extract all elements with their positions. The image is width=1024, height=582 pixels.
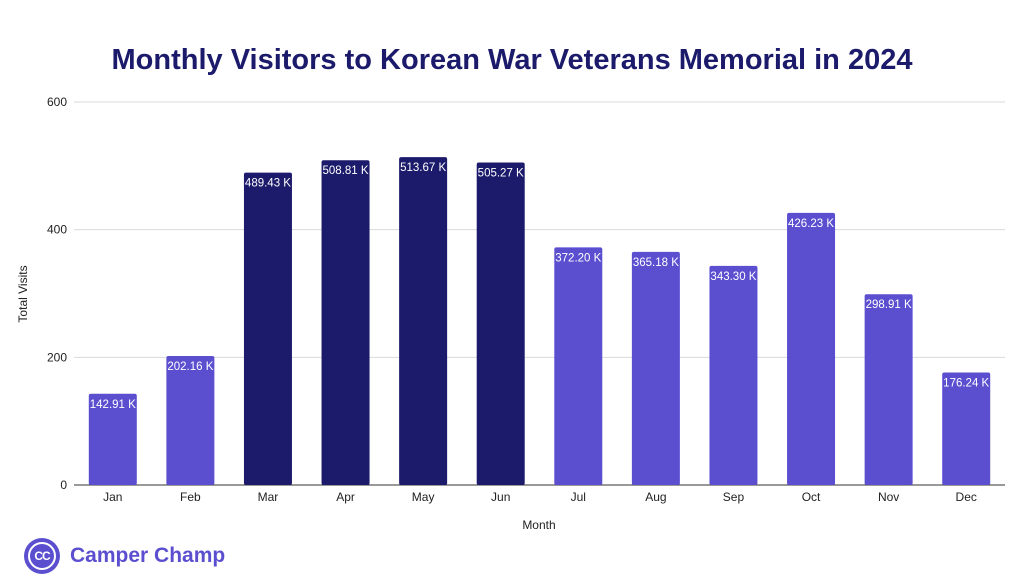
y-tick-label: 400 [47, 223, 67, 237]
bar-nov [864, 294, 913, 485]
data-labels: 142.91 K 202.16 K 489.43 K 508.81 K 513.67 K… [90, 162, 990, 411]
brand: CC Camper Champ [24, 536, 225, 576]
y-axis-ticks: 0 200 400 600 [47, 95, 67, 492]
data-label-may: 513.67 K [400, 162, 446, 174]
bar-jun [476, 162, 525, 486]
x-tick-label: Feb [180, 490, 201, 504]
y-tick-label: 600 [47, 95, 67, 109]
data-label-mar: 489.43 K [245, 178, 291, 190]
bar-oct [787, 212, 836, 485]
x-tick-label: Jul [571, 490, 586, 504]
data-label-feb: 202.16 K [167, 361, 213, 373]
data-label-dec: 176.24 K [943, 378, 989, 390]
bar-jan [88, 393, 137, 485]
chart-title: Monthly Visitors to Korean War Veterans … [111, 44, 913, 76]
x-tick-label: Apr [336, 490, 355, 504]
data-label-jun: 505.27 K [478, 167, 524, 179]
x-tick-label: Jun [491, 490, 510, 504]
data-label-apr: 508.81 K [323, 165, 369, 177]
brand-logo-text: CC [28, 542, 56, 570]
bar-may [399, 157, 448, 486]
x-tick-label: Aug [645, 490, 666, 504]
data-label-aug: 365.18 K [633, 257, 679, 269]
bar-feb [166, 355, 215, 485]
y-axis-title: Total Visits [16, 265, 30, 322]
gridlines [74, 101, 1005, 486]
bar-dec [942, 372, 991, 485]
camper-champ-logo-icon: CC [24, 538, 60, 574]
x-tick-label: Oct [802, 490, 821, 504]
x-tick-label: May [412, 490, 435, 504]
bar-sep [709, 265, 758, 485]
x-tick-label: Dec [956, 490, 977, 504]
x-axis-ticks: Jan Feb Mar Apr May Jun Jul Aug Sep Oct Nov Dec [103, 490, 977, 504]
data-label-jan: 142.91 K [90, 399, 136, 411]
y-tick-label: 0 [60, 478, 67, 492]
data-label-sep: 343.30 K [710, 271, 756, 283]
data-label-oct: 426.23 K [788, 218, 834, 230]
bar-mar [243, 172, 292, 486]
bar-apr [321, 160, 370, 486]
y-tick-label: 200 [47, 350, 67, 364]
bar-jul [554, 247, 603, 485]
x-tick-label: Nov [878, 490, 899, 504]
data-label-jul: 372.20 K [555, 252, 601, 264]
x-tick-label: Jan [103, 490, 122, 504]
x-tick-label: Sep [723, 490, 745, 504]
x-axis-title: Month [522, 518, 555, 532]
bars [88, 157, 991, 486]
brand-name: Camper Champ [70, 544, 226, 567]
bar-aug [631, 251, 680, 485]
x-tick-label: Mar [258, 490, 279, 504]
data-label-nov: 298.91 K [866, 299, 912, 311]
